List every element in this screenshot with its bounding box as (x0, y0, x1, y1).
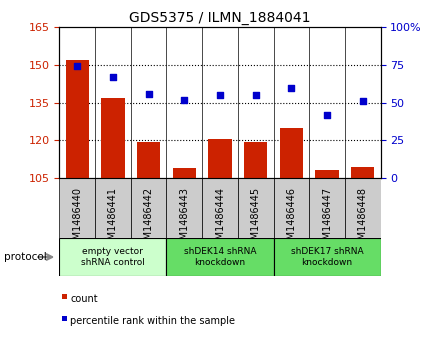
Bar (351, 167, 374, 178)
Text: GSM1486447: GSM1486447 (322, 187, 332, 252)
Title: GDS5375 / ILMN_1884041: GDS5375 / ILMN_1884041 (129, 11, 311, 25)
Point (145, 91, 152, 97)
Text: count: count (70, 294, 98, 304)
Text: GSM1486444: GSM1486444 (215, 187, 225, 252)
Bar (166, 178, 202, 238)
Bar (274, 178, 309, 238)
Point (181, 97, 188, 102)
Text: GSM1486442: GSM1486442 (143, 187, 154, 252)
Text: GSM1486445: GSM1486445 (251, 187, 260, 252)
Bar (238, 178, 274, 238)
Bar (280, 128, 303, 178)
Bar (137, 142, 160, 178)
Bar (59, 238, 166, 276)
Bar (274, 238, 381, 276)
Point (74, 64, 81, 69)
Text: percentile rank within the sample: percentile rank within the sample (70, 316, 235, 326)
Bar (209, 139, 231, 178)
Point (288, 85, 295, 90)
Point (323, 112, 330, 118)
Text: shDEK14 shRNA
knockdown: shDEK14 shRNA knockdown (184, 247, 256, 267)
Text: GSM1486443: GSM1486443 (180, 187, 189, 252)
Point (252, 92, 259, 98)
Bar (59, 178, 95, 238)
Text: empty vector
shRNA control: empty vector shRNA control (81, 247, 145, 267)
Text: GSM1486440: GSM1486440 (72, 187, 82, 252)
Point (216, 92, 224, 98)
Bar (166, 238, 274, 276)
Point (110, 74, 117, 80)
Bar (345, 178, 381, 238)
Point (359, 98, 366, 104)
Bar (66, 60, 89, 178)
Bar (95, 178, 131, 238)
Bar (131, 178, 166, 238)
Text: GSM1486448: GSM1486448 (358, 187, 368, 252)
Bar (202, 178, 238, 238)
Text: protocol: protocol (4, 252, 47, 262)
Bar (315, 170, 339, 178)
Bar (101, 98, 125, 178)
Bar (173, 168, 196, 178)
Text: GSM1486441: GSM1486441 (108, 187, 118, 252)
Bar (62, 294, 67, 299)
Text: shDEK17 shRNA
knockdown: shDEK17 shRNA knockdown (291, 247, 363, 267)
Bar (309, 178, 345, 238)
Bar (244, 142, 267, 178)
Bar (62, 316, 67, 321)
Text: GSM1486446: GSM1486446 (286, 187, 297, 252)
